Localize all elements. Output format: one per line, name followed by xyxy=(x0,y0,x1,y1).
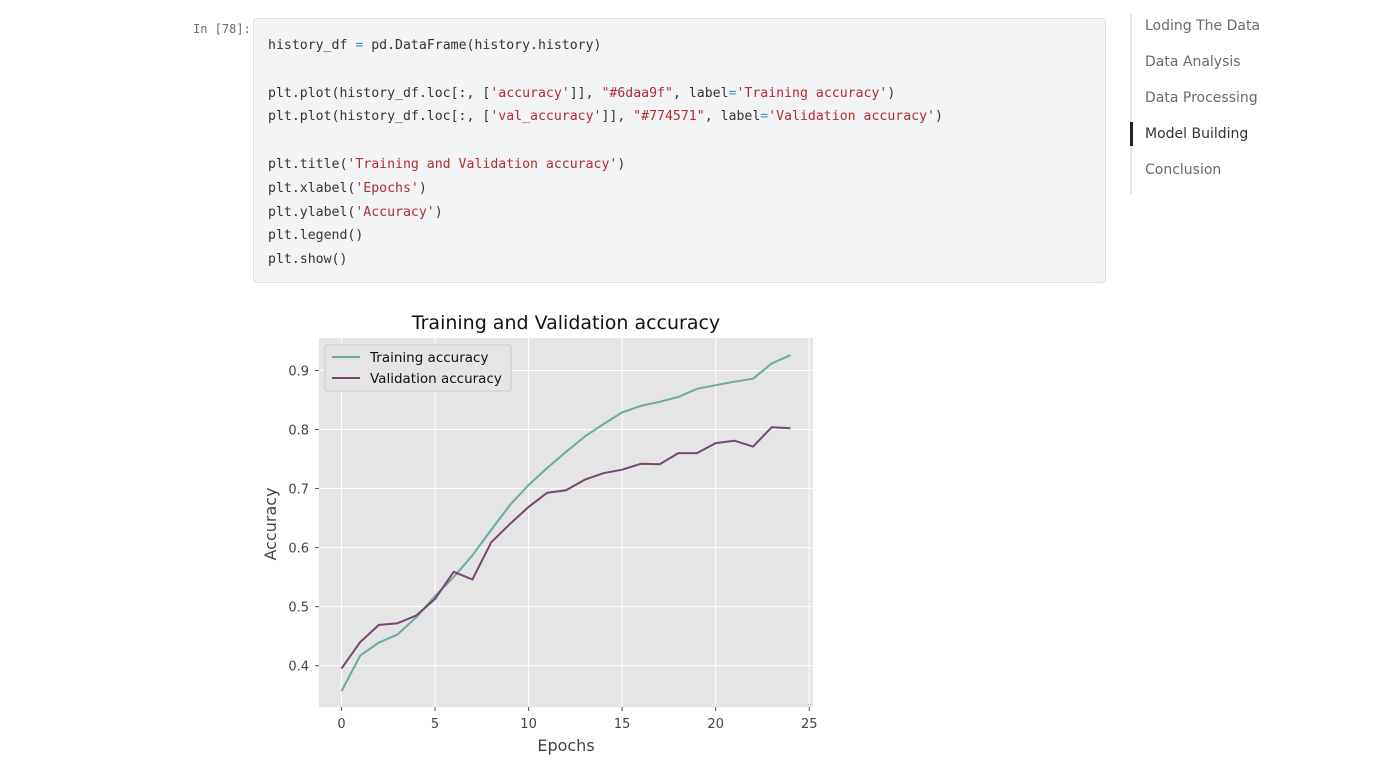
code-token: 'Training and Validation accuracy' xyxy=(347,156,618,172)
code-token: , label xyxy=(672,85,729,101)
code-token: ]], xyxy=(601,109,634,125)
code-token: 'accuracy' xyxy=(490,85,570,101)
code-token: 'Accuracy' xyxy=(355,204,435,220)
series-lines xyxy=(340,354,791,692)
code-token: ) xyxy=(617,156,626,172)
code-token: 'Training accuracy' xyxy=(736,85,888,101)
cell-prompt: In [78]: xyxy=(193,22,251,36)
code-token: plt.legend() xyxy=(268,228,364,244)
code-token: plt.plot(history_df.loc[:, [ xyxy=(268,85,491,101)
x-tick-label: 10 xyxy=(520,717,537,732)
code-token: ) xyxy=(434,204,443,220)
code-token: plt.title( xyxy=(268,156,348,172)
x-tick-label: 5 xyxy=(431,717,439,732)
series-line-validation-accuracy xyxy=(340,426,791,670)
toc-item-model-building[interactable]: Model Building xyxy=(1130,122,1372,158)
axis-ticks: 0 5 10 15 20 25 0.4 0.5 0.6 0.7 0.8 0.9 xyxy=(288,364,817,732)
code-token: "#774571" xyxy=(633,109,705,125)
x-tick-label: 0 xyxy=(337,717,345,732)
x-tick-label: 15 xyxy=(614,717,631,732)
code-token: = xyxy=(728,85,737,101)
y-axis-label: Accuracy xyxy=(261,487,280,560)
code-token: ]], xyxy=(569,85,602,101)
code-token: plt.ylabel( xyxy=(268,204,356,220)
grid-lines xyxy=(319,338,813,707)
code-token: ) xyxy=(418,180,427,196)
code-line: plt.plot(history_df.loc[:, ['val_accurac… xyxy=(268,105,943,129)
plot-area xyxy=(319,338,813,707)
y-tick-label: 0.7 xyxy=(288,483,309,498)
code-line: plt.ylabel('Accuracy') xyxy=(268,201,943,225)
code-line: plt.xlabel('Epochs') xyxy=(268,177,943,201)
toc-item-data-analysis[interactable]: Data Analysis xyxy=(1145,54,1241,70)
y-tick-label: 0.9 xyxy=(288,364,309,379)
code-line: history_df = pd.DataFrame(history.histor… xyxy=(268,34,943,58)
legend-label: Validation accuracy xyxy=(370,371,502,387)
code-token: pd.DataFrame(history.history) xyxy=(363,38,602,53)
code-line: plt.show() xyxy=(268,248,943,272)
x-tick-label: 20 xyxy=(707,717,724,732)
code-token: 'Epochs' xyxy=(355,180,419,196)
code-token: , label xyxy=(704,109,761,125)
code-editor[interactable]: history_df = pd.DataFrame(history.histor… xyxy=(268,34,943,272)
y-tick-label: 0.8 xyxy=(288,424,309,439)
x-axis-label: Epochs xyxy=(537,736,594,755)
code-token: ) xyxy=(887,85,896,101)
y-tick-label: 0.5 xyxy=(288,601,309,616)
code-line: plt.legend() xyxy=(268,224,943,248)
chart-title: Training and Validation accuracy xyxy=(411,312,720,334)
accuracy-chart: Training and Validation accuracy 0 5 10 15 2… xyxy=(261,312,818,755)
toc-item-data-processing[interactable]: Data Processing xyxy=(1145,90,1258,106)
code-line xyxy=(268,58,943,82)
code-token: 'Validation accuracy' xyxy=(768,109,935,125)
series-line-training-accuracy xyxy=(340,354,791,692)
legend-label: Training accuracy xyxy=(369,350,488,366)
code-cell[interactable]: history_df = pd.DataFrame(history.histor… xyxy=(253,18,1106,283)
code-token: plt.show() xyxy=(268,252,348,268)
x-tick-label: 25 xyxy=(801,717,818,732)
code-token: ) xyxy=(934,109,943,125)
code-token: "#6daa9f" xyxy=(601,85,673,101)
y-tick-label: 0.4 xyxy=(288,660,309,675)
code-line: plt.title('Training and Validation accur… xyxy=(268,153,943,177)
legend-box xyxy=(324,344,512,392)
table-of-contents: Loding The Data Data Analysis Data Process… xyxy=(1130,14,1372,194)
code-token: = xyxy=(355,38,364,53)
code-token: = xyxy=(760,109,769,125)
code-token: plt.xlabel( xyxy=(268,180,356,196)
toc-item-loding-the-data[interactable]: Loding The Data xyxy=(1145,18,1261,34)
code-token: plt.plot(history_df.loc[:, [ xyxy=(268,109,491,125)
y-tick-label: 0.6 xyxy=(288,542,309,557)
code-line: plt.plot(history_df.loc[:, ['accuracy']]… xyxy=(268,82,943,106)
code-line xyxy=(268,129,943,153)
chart-legend: Training accuracy Validation accuracy xyxy=(324,344,512,392)
code-token: history_df xyxy=(268,38,356,53)
toc-item-conclusion[interactable]: Conclusion xyxy=(1145,162,1222,178)
code-token: 'val_accuracy' xyxy=(490,109,602,125)
